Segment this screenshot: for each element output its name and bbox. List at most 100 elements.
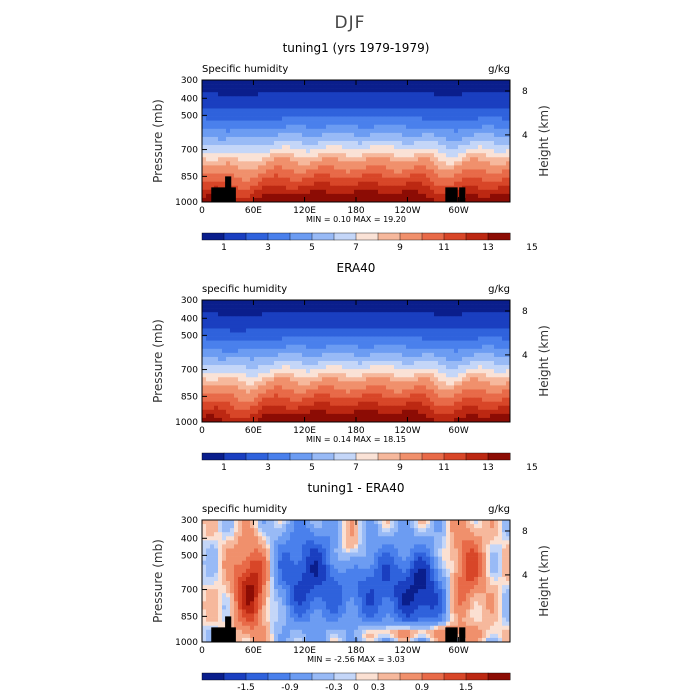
heatmap-cell bbox=[226, 520, 231, 525]
heatmap-cell bbox=[350, 385, 355, 390]
heatmap-cell bbox=[286, 304, 291, 309]
heatmap-cell bbox=[470, 312, 475, 317]
heatmap-cell bbox=[254, 120, 259, 126]
heatmap-cell bbox=[222, 369, 227, 374]
heatmap-cell bbox=[474, 193, 479, 199]
heatmap-cell bbox=[322, 304, 327, 309]
heatmap-cell bbox=[466, 356, 471, 362]
heatmap-cell bbox=[506, 124, 511, 130]
heatmap-cell bbox=[298, 316, 303, 321]
heatmap-cell bbox=[486, 132, 491, 138]
heatmap-cell bbox=[318, 193, 323, 199]
heatmap-cell bbox=[426, 320, 431, 325]
heatmap-cell bbox=[334, 397, 339, 402]
heatmap-cell bbox=[394, 365, 399, 370]
heatmap-cell bbox=[274, 124, 279, 130]
heatmap-cell bbox=[430, 145, 435, 150]
heatmap-cell bbox=[502, 524, 507, 529]
heatmap-cell bbox=[286, 417, 291, 423]
heatmap-cell bbox=[362, 132, 367, 138]
heatmap-cell bbox=[210, 145, 215, 150]
heatmap-cell bbox=[210, 417, 215, 423]
heatmap-cell bbox=[330, 312, 335, 317]
heatmap-cell bbox=[438, 393, 443, 398]
heatmap-cell bbox=[266, 116, 271, 121]
heatmap-cell bbox=[466, 124, 471, 130]
heatmap-cell bbox=[210, 352, 215, 358]
heatmap-cell bbox=[486, 165, 491, 170]
heatmap-cell bbox=[362, 332, 367, 337]
heatmap-cell bbox=[278, 165, 283, 170]
heatmap-cell bbox=[266, 361, 271, 366]
heatmap-cell bbox=[370, 189, 375, 195]
heatmap-cell bbox=[290, 365, 295, 370]
heatmap-cell bbox=[266, 120, 271, 126]
heatmap-cell bbox=[298, 385, 303, 390]
heatmap-cell bbox=[330, 332, 335, 337]
heatmap-cell bbox=[502, 405, 507, 411]
heatmap-cell bbox=[238, 116, 243, 121]
heatmap-cell bbox=[298, 149, 303, 154]
heatmap-cell bbox=[486, 520, 491, 525]
heatmap-cell bbox=[270, 189, 275, 195]
heatmap-cell bbox=[506, 300, 511, 305]
heatmap-cell bbox=[250, 177, 255, 182]
heatmap-cell bbox=[418, 524, 423, 529]
heatmap-cell bbox=[470, 96, 475, 101]
heatmap-cell bbox=[458, 528, 463, 533]
heatmap-cell bbox=[234, 181, 239, 187]
heatmap-cell bbox=[222, 153, 227, 158]
heatmap-cell bbox=[378, 385, 383, 390]
heatmap-cell bbox=[506, 100, 511, 105]
heatmap-cell bbox=[418, 373, 423, 378]
heatmap-cell bbox=[422, 328, 427, 333]
heatmap-cell bbox=[330, 189, 335, 195]
heatmap-cell bbox=[398, 104, 403, 109]
heatmap-cell bbox=[306, 401, 311, 407]
heatmap-cell bbox=[334, 308, 339, 313]
heatmap-cell bbox=[318, 356, 323, 362]
heatmap-cell bbox=[498, 193, 503, 199]
heatmap-cell bbox=[230, 393, 235, 398]
heatmap-cell bbox=[326, 312, 331, 317]
heatmap-cell bbox=[286, 92, 291, 97]
heatmap-cell bbox=[378, 177, 383, 182]
heatmap-cell bbox=[250, 145, 255, 150]
heatmap-cell bbox=[418, 312, 423, 317]
heatmap-cell bbox=[206, 181, 211, 187]
heatmap-cell bbox=[222, 524, 227, 529]
heatmap-cell bbox=[422, 389, 427, 394]
heatmap-cell bbox=[346, 88, 351, 93]
heatmap-cell bbox=[422, 136, 427, 142]
heatmap-cell bbox=[330, 197, 335, 203]
heatmap-cell bbox=[350, 108, 355, 113]
heatmap-cell bbox=[502, 369, 507, 374]
heatmap-cell bbox=[482, 401, 487, 407]
heatmap-cell bbox=[206, 373, 211, 378]
heatmap-cell bbox=[402, 108, 407, 113]
heatmap-cell bbox=[494, 116, 499, 121]
heatmap-cell bbox=[422, 193, 427, 199]
heatmap-cell bbox=[358, 145, 363, 150]
heatmap-cell bbox=[306, 393, 311, 398]
heatmap-cell bbox=[458, 161, 463, 166]
heatmap-cell bbox=[274, 369, 279, 374]
heatmap-cell bbox=[358, 413, 363, 419]
heatmap-cell bbox=[402, 124, 407, 130]
heatmap-cell bbox=[306, 92, 311, 97]
heatmap-cell bbox=[338, 104, 343, 109]
heatmap-cell bbox=[334, 304, 339, 309]
heatmap-cell bbox=[206, 320, 211, 325]
heatmap-cell bbox=[298, 128, 303, 134]
heatmap-cell bbox=[482, 356, 487, 362]
heatmap-cell bbox=[474, 352, 479, 358]
y-tick-label: 850 bbox=[181, 172, 198, 182]
heatmap-cell bbox=[214, 84, 219, 89]
heatmap-cell bbox=[350, 96, 355, 101]
heatmap-cell bbox=[498, 401, 503, 407]
heatmap-cell bbox=[446, 120, 451, 126]
heatmap-cell bbox=[246, 352, 251, 358]
heatmap-cell bbox=[314, 112, 319, 117]
heatmap-cell bbox=[370, 80, 375, 85]
heatmap-cell bbox=[358, 157, 363, 162]
